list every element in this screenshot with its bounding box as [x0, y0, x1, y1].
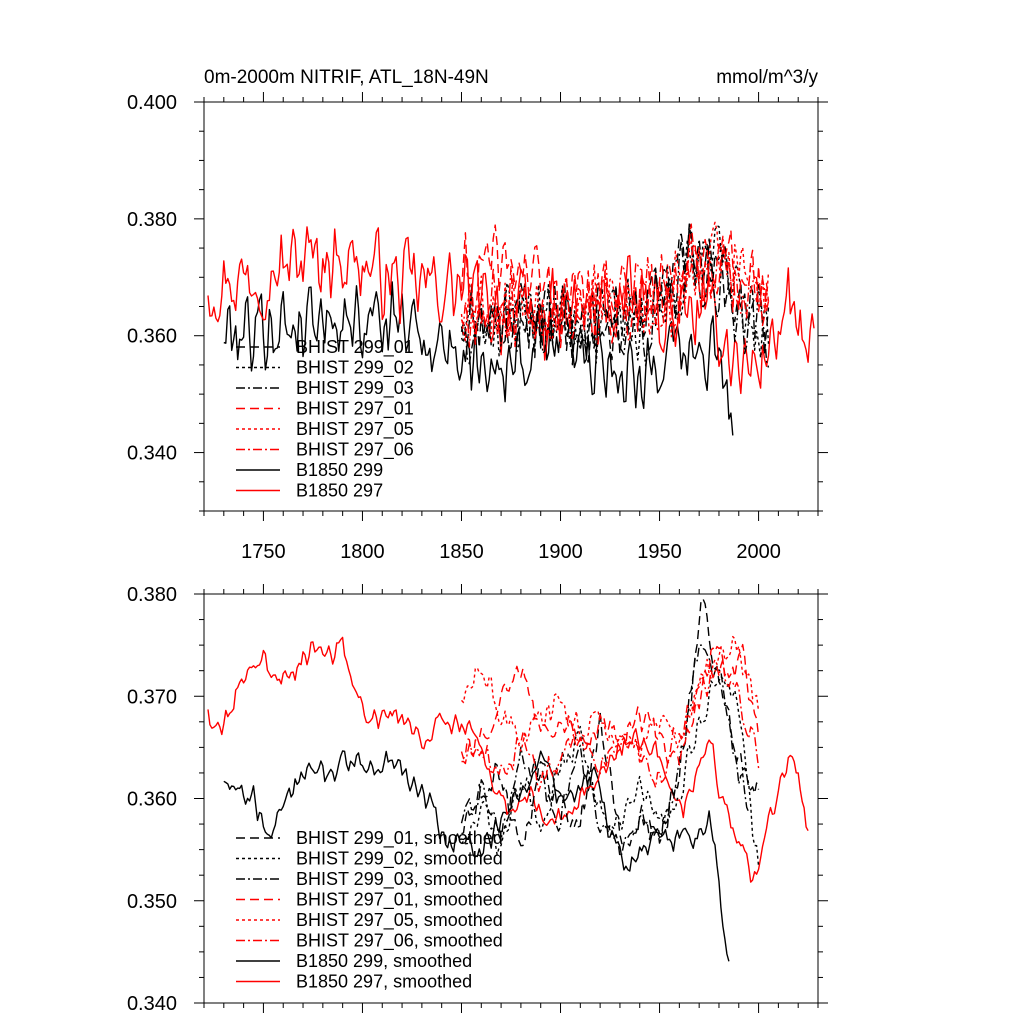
top-panel: 0m-2000m NITRIF, ATL_18N-49N mmol/m^3/y …: [127, 67, 828, 563]
series-line-bhist-297-05-smoothed: [460, 635, 760, 765]
x-tick-label: 1800: [340, 541, 385, 563]
y-tick-label: 0.350: [127, 891, 177, 913]
legend-label: BHIST 299_03, smoothed: [296, 869, 503, 890]
legend-label: B1850 297: [296, 481, 383, 501]
legend-item: BHIST 297_01, smoothed: [236, 890, 503, 911]
bottom-axis-layer: 0.340 0.350 0.360 0.370 0.380: [127, 584, 828, 1015]
x-tick-label: 1750: [241, 541, 286, 563]
series-line-bhist-299-01-smoothed: [461, 598, 760, 847]
legend-item: BHIST 299_03, smoothed: [236, 869, 503, 890]
legend-item: B1850 297, smoothed: [236, 972, 472, 992]
series-line-bhist-299-01: [460, 223, 770, 366]
y-tick-label: 0.340: [127, 443, 177, 465]
y-tick-label: 0.380: [127, 584, 177, 606]
series-line-bhist-297-01-smoothed: [460, 643, 760, 766]
legend-label: B1850 299: [296, 460, 383, 480]
legend-label: B1850 299, smoothed: [296, 951, 472, 971]
legend-item: BHIST 297_05, smoothed: [236, 910, 503, 931]
x-tick-label: 1900: [538, 541, 583, 563]
legend-label: BHIST 297_05: [296, 419, 414, 440]
legend-item: BHIST 297_06: [236, 440, 414, 461]
series-line-bhist-297-06-smoothed: [461, 658, 760, 793]
bottom-series-layer: [207, 598, 809, 962]
legend-item: B1850 297: [236, 481, 383, 501]
y-tick-label: 0.380: [127, 209, 177, 231]
series-line-b1850-299-smoothed: [223, 750, 730, 962]
y-tick-label: 0.360: [127, 326, 177, 348]
legend-label: BHIST 299_03: [296, 378, 414, 399]
legend-item: BHIST 297_01: [236, 399, 414, 420]
legend-item: BHIST 299_02, smoothed: [236, 849, 503, 870]
top-axis-layer: 1750 1800 1850 1900 1950 2000 0.340 0.360 0.380 0…: [127, 92, 828, 563]
x-tick-label: 1850: [439, 541, 484, 563]
legend-item: B1850 299, smoothed: [236, 951, 472, 971]
legend-item: BHIST 299_03: [236, 378, 414, 399]
top-panel-units: mmol/m^3/y: [716, 67, 818, 88]
legend-label: BHIST 297_05, smoothed: [296, 910, 503, 931]
legend-label: BHIST 297_01, smoothed: [296, 890, 503, 911]
series-line-b1850-299: [223, 281, 734, 436]
series-line-b1850-297-smoothed: [207, 636, 809, 883]
legend-item: BHIST 299_02: [236, 358, 414, 379]
series-line-bhist-297-05: [460, 221, 770, 342]
series-line-bhist-297-01: [460, 223, 770, 349]
legend-label: BHIST 299_02: [296, 358, 414, 379]
x-tick-label: 2000: [736, 541, 781, 563]
legend-item: B1850 299: [236, 460, 383, 480]
legend-item: BHIST 299_01, smoothed: [236, 828, 503, 849]
legend-label: B1850 297, smoothed: [296, 972, 472, 992]
legend-label: BHIST 297_06: [296, 440, 414, 461]
top-panel-title: 0m-2000m NITRIF, ATL_18N-49N: [204, 67, 489, 88]
legend-label: BHIST 299_01: [296, 337, 414, 358]
series-line-bhist-299-03: [460, 223, 770, 368]
bottom-panel: 0.340 0.350 0.360 0.370 0.380 BHIST 299_01, …: [127, 584, 828, 1015]
legend-label: BHIST 299_01, smoothed: [296, 828, 503, 849]
legend-label: BHIST 297_06, smoothed: [296, 931, 503, 952]
legend-item: BHIST 299_01: [236, 337, 414, 358]
series-line-bhist-297-06: [460, 235, 770, 348]
y-tick-label: 0.400: [127, 92, 177, 114]
y-tick-label: 0.370: [127, 686, 177, 708]
legend-item: BHIST 297_06, smoothed: [236, 931, 503, 952]
legend-item: BHIST 297_05: [236, 419, 414, 440]
y-tick-label: 0.340: [127, 993, 177, 1015]
y-tick-label: 0.360: [127, 789, 177, 811]
legend-label: BHIST 299_02, smoothed: [296, 849, 503, 870]
legend-label: BHIST 297_01: [296, 399, 414, 420]
x-tick-label: 1950: [637, 541, 682, 563]
top-series-layer: [207, 221, 815, 436]
series-line-bhist-299-02-smoothed: [460, 675, 760, 867]
series-line-bhist-299-03-smoothed: [460, 644, 750, 858]
